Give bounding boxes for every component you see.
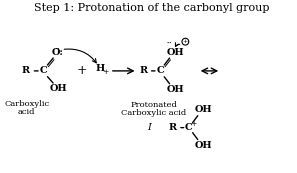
Text: Carboxylic acid: Carboxylic acid [121, 109, 186, 117]
Text: C: C [185, 123, 193, 132]
Text: C: C [39, 66, 47, 75]
Text: +: + [190, 120, 196, 128]
Text: I: I [147, 123, 151, 132]
Text: +: + [77, 64, 88, 77]
Text: Carboxylic: Carboxylic [4, 100, 49, 108]
Text: R: R [168, 123, 176, 132]
Text: Protonated: Protonated [130, 101, 177, 109]
FancyArrowPatch shape [176, 43, 180, 46]
Text: +: + [102, 68, 108, 76]
Text: R: R [21, 66, 29, 75]
Text: OH: OH [50, 84, 67, 93]
FancyArrowPatch shape [64, 49, 96, 63]
Text: OH: OH [166, 48, 184, 57]
Text: Ö:: Ö: [52, 48, 64, 57]
Text: acid: acid [18, 108, 36, 116]
Text: Step 1: Protonation of the carbonyl group: Step 1: Protonation of the carbonyl grou… [34, 3, 270, 13]
Text: +: + [183, 39, 188, 44]
Text: R: R [139, 66, 147, 75]
Text: H: H [95, 64, 105, 73]
Text: OH: OH [195, 141, 212, 150]
Text: OH: OH [195, 105, 212, 114]
Text: C: C [156, 66, 164, 75]
Text: OH: OH [166, 85, 184, 94]
